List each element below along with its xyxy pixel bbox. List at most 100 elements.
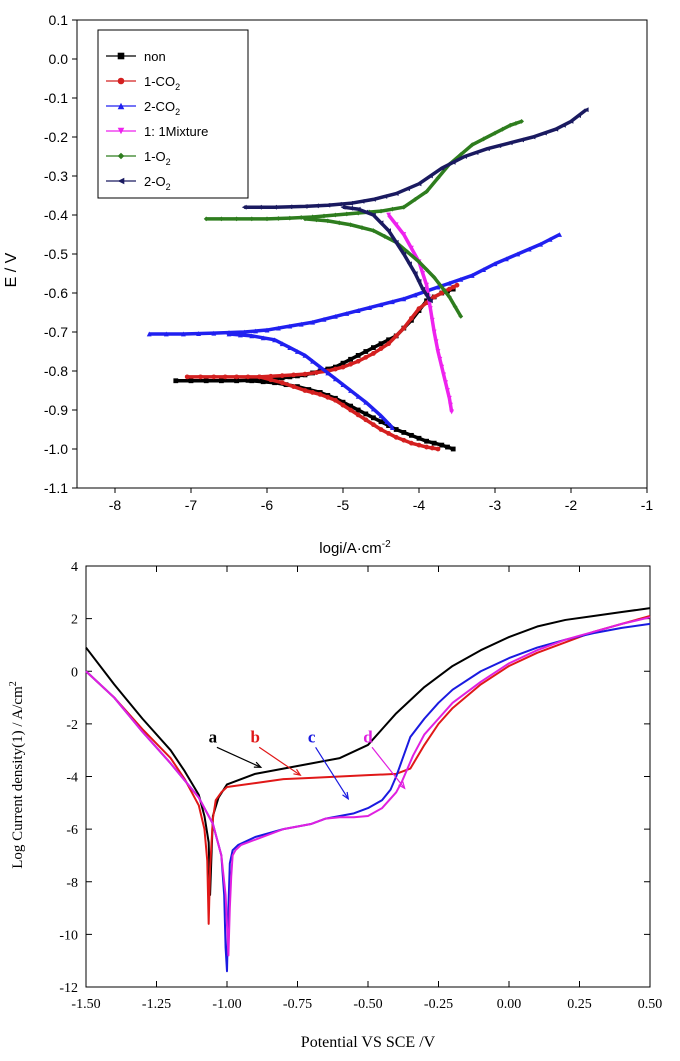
x-tick-label: 0.00 (497, 997, 522, 1012)
x-tick-label: -3 (489, 497, 502, 513)
data-point (355, 206, 361, 212)
data-point (367, 305, 372, 311)
data-point (469, 142, 475, 148)
data-point (393, 191, 399, 196)
data-point (378, 427, 384, 432)
data-point (333, 212, 338, 218)
data-point (333, 366, 338, 372)
data-point (420, 286, 426, 292)
data-point (378, 208, 384, 214)
data-point (355, 393, 361, 399)
bottom-axis-ticks: -1.50 -1.25 -1.00 -0.75 -0.50 -0.25 0.00 0.25 0.… (59, 560, 662, 1012)
data-point (264, 216, 270, 222)
data-point (287, 323, 293, 329)
data-point (437, 356, 443, 362)
data-point (431, 275, 437, 280)
data-point (340, 360, 346, 366)
y-tick-label: -1.0 (44, 441, 68, 457)
x-tick-label: -5 (337, 497, 350, 513)
data-point (450, 446, 456, 452)
data-point (219, 216, 224, 222)
x-tick-label: -0.50 (353, 997, 382, 1012)
data-point (424, 189, 429, 194)
data-point (260, 379, 266, 385)
data-point (257, 204, 262, 210)
x-tick-label: -1 (641, 497, 654, 513)
annotation-label-d: d (363, 727, 373, 746)
data-point (371, 228, 376, 233)
data-point (439, 290, 445, 296)
legend-marker (117, 152, 125, 160)
data-point (238, 332, 243, 338)
data-point (401, 325, 407, 331)
data-point (447, 294, 452, 300)
data-point (393, 427, 399, 432)
data-point (401, 430, 407, 435)
bottom-annotations: a b c d (209, 727, 406, 801)
data-point (409, 440, 414, 446)
data-point (439, 364, 445, 370)
data-point (355, 358, 361, 364)
y-tick-label: -6 (66, 823, 78, 838)
series-b-line (85, 615, 651, 925)
data-point (378, 346, 384, 351)
data-point (469, 273, 475, 278)
x-tick-label: 0.50 (638, 997, 663, 1012)
data-point (443, 380, 448, 386)
legend-label: 1-CO2 (144, 74, 180, 92)
data-point (405, 249, 410, 255)
data-point (378, 302, 384, 308)
data-point (378, 419, 384, 425)
data-point (298, 321, 304, 327)
data-point (371, 406, 376, 412)
plot-area-bottom (85, 565, 651, 988)
annotation-arrow (216, 746, 262, 768)
data-point (416, 435, 422, 441)
chart-bottom: -1.50 -1.25 -1.00 -0.75 -0.50 -0.25 0.00 0.25 0.… (8, 560, 662, 1051)
data-point (458, 314, 464, 319)
data-point (272, 380, 277, 386)
data-point (348, 403, 353, 409)
data-point (447, 280, 452, 286)
data-point (249, 333, 255, 339)
data-point (249, 216, 255, 222)
data-point (310, 358, 315, 364)
x-tick-label: 0.25 (567, 997, 592, 1012)
data-point (401, 232, 407, 237)
y-tick-label: -0.7 (44, 324, 68, 340)
data-point (435, 349, 441, 354)
data-point (384, 419, 390, 425)
x-tick-label: -1.00 (212, 997, 241, 1012)
data-point (333, 314, 338, 319)
data-point (222, 374, 228, 380)
data-point (234, 216, 239, 222)
data-point (435, 446, 441, 452)
y-tick-label: -1.1 (44, 480, 68, 496)
data-point (363, 417, 369, 423)
data-point (348, 222, 353, 228)
data-point (445, 444, 450, 450)
top-ylabel: E / V (3, 252, 20, 287)
y-tick-label: -0.8 (44, 363, 68, 379)
data-point (306, 387, 312, 392)
annotation-label-a: a (209, 727, 218, 746)
data-point (291, 372, 296, 378)
data-point (378, 413, 384, 419)
data-point (504, 256, 509, 262)
data-point (314, 217, 319, 223)
annotation-arrow (258, 746, 301, 776)
data-point (439, 165, 445, 171)
data-point (188, 378, 194, 384)
data-point (363, 349, 369, 354)
data-point (203, 216, 209, 222)
data-point (336, 220, 342, 226)
y-tick-label: 4 (71, 560, 78, 575)
data-point (526, 246, 532, 252)
y-tick-label: -8 (66, 876, 78, 891)
legend-label: 2-O2 (144, 174, 171, 192)
data-point (371, 351, 376, 356)
data-point (340, 402, 346, 408)
legend-label: 1: 1Mixture (144, 124, 208, 139)
bottom-series-group (85, 607, 651, 973)
